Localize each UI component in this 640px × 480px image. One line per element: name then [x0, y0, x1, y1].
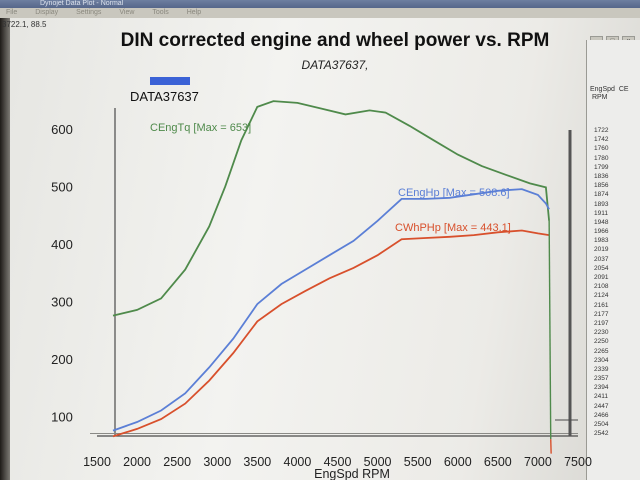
panel-value: 1983 [594, 237, 609, 245]
panel-value: 2265 [594, 347, 609, 355]
series-line-cwhphp [112, 229, 550, 438]
panel-value: 1760 [594, 145, 609, 153]
chart-subtitle: DATA37637, [301, 58, 369, 72]
y-tick-label: 200 [51, 352, 73, 367]
x-axis-label: EngSpd RPM [314, 467, 390, 480]
series-annotation-cenghp: CEngHp [Max = 508.6] [398, 187, 510, 199]
panel-value: 2357 [594, 375, 609, 383]
menu-display[interactable]: Display [35, 9, 59, 16]
plot-window [0, 18, 640, 480]
data-panel-values[interactable]: 1722 1742 1760 1780 1799 1836 1856 1874 1893 1911… [594, 126, 634, 438]
panel-value: 2542 [594, 430, 609, 438]
menu-tools[interactable]: Tools [152, 9, 169, 16]
panel-value: 2339 [594, 365, 609, 373]
panel-value: 2304 [594, 356, 609, 364]
menu-view[interactable]: View [119, 9, 135, 16]
panel-value: 2250 [594, 338, 609, 346]
panel-value: 2108 [594, 283, 609, 291]
menu-file[interactable]: File [6, 9, 18, 16]
x-tick-label: 6500 [484, 455, 512, 469]
x-tick-label: 4500 [324, 455, 352, 469]
panel-header-engspd: EngSpd [590, 86, 615, 93]
x-tick-label: 1500 [83, 455, 111, 469]
y-tick-label: 500 [51, 179, 73, 194]
coordinate-readout: 3722.1, 88.5 [2, 20, 47, 29]
y-tick-label: 300 [51, 294, 73, 309]
data-panel [586, 40, 640, 480]
panel-value: 1948 [594, 218, 609, 226]
legend-swatch [150, 77, 190, 85]
series-line-cenghp [112, 188, 550, 432]
x-tick-label: 5500 [404, 455, 432, 469]
panel-value: 2394 [594, 384, 609, 392]
panel-value: 1893 [594, 200, 609, 208]
panel-value: 1911 [594, 209, 608, 217]
panel-value: 1742 [594, 136, 609, 144]
y-tick-label: 600 [51, 122, 73, 137]
panel-value: 2197 [594, 319, 609, 327]
panel-value: 2177 [594, 310, 609, 318]
panel-value: 2019 [594, 246, 609, 254]
x-tick-label: 7500 [564, 455, 592, 469]
y-tick-label: 400 [51, 237, 73, 252]
panel-value: 2466 [594, 411, 609, 419]
panel-value: 1722 [594, 127, 609, 134]
torque-drop-line [548, 220, 552, 440]
window-titlebar: Dynojet Data Plot - Normal [0, 0, 640, 8]
panel-value: 1874 [594, 191, 609, 199]
x-tick-label: 3000 [203, 455, 231, 469]
series-line-cengtq [112, 100, 550, 317]
series-annotation-cengtq: CEngTq [Max = 653] [150, 122, 251, 134]
panel-header-ce: CE [618, 86, 629, 93]
series-annotation-cwhphp: CWhPHp [Max = 443.1] [395, 222, 511, 234]
window-title: Dynojet Data Plot - Normal [40, 0, 124, 7]
panel-value: 2161 [594, 301, 609, 309]
panel-value: 1799 [594, 163, 609, 171]
x-tick-label: 2500 [163, 455, 191, 469]
panel-value: 2230 [594, 329, 609, 337]
panel-value: 2504 [594, 421, 609, 428]
menu-bar: File Display Settings View Tools Help [0, 8, 640, 18]
panel-value: 2091 [594, 274, 609, 281]
data-panel-header: EngSpd CE RPM [590, 86, 629, 102]
x-tick-label: 7000 [524, 455, 552, 469]
legend-label: DATA37637 [130, 89, 199, 104]
panel-value: 2447 [594, 402, 609, 410]
chart-title: DIN corrected engine and wheel power vs.… [120, 30, 550, 51]
panel-value: 2411 [594, 393, 608, 401]
monitor-bezel [0, 18, 10, 480]
panel-value: 1856 [594, 182, 609, 190]
x-tick-label: 4000 [284, 455, 312, 469]
panel-value: 2124 [594, 292, 609, 300]
panel-value: 1780 [594, 154, 609, 162]
x-tick-label: 3500 [243, 455, 271, 469]
x-tick-label: 6000 [444, 455, 472, 469]
panel-value: 2037 [594, 255, 609, 263]
menu-settings[interactable]: Settings [76, 9, 102, 16]
panel-value: 1966 [594, 228, 609, 236]
x-tick-label: 2000 [123, 455, 151, 469]
menu-help[interactable]: Help [186, 9, 202, 16]
panel-value: 1836 [594, 172, 609, 180]
x-tick-label: 5000 [364, 455, 392, 469]
y-tick-label: 100 [51, 409, 73, 424]
panel-header-rpm: RPM [591, 94, 608, 101]
panel-value: 2054 [594, 264, 609, 272]
